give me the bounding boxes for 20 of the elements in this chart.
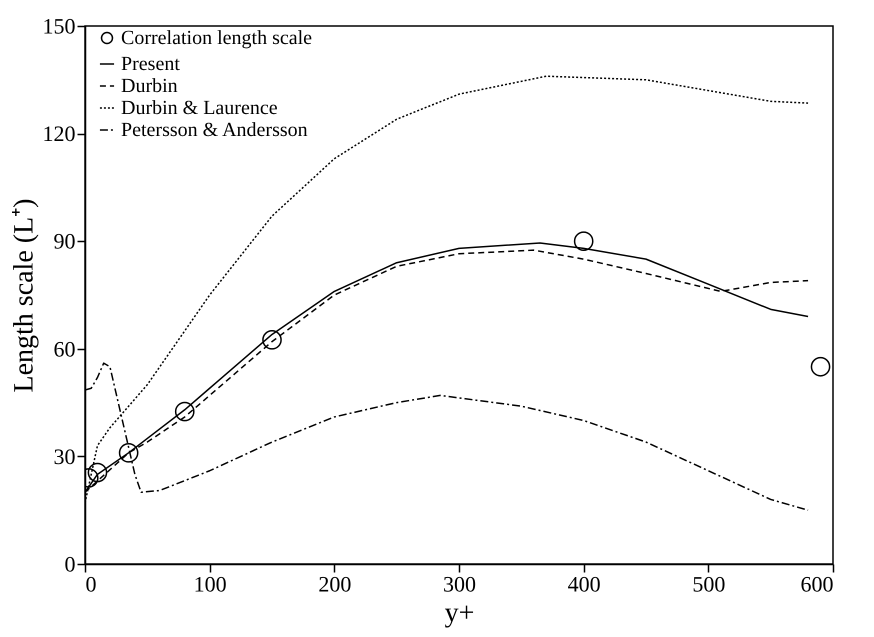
x-tick-label: 600: [800, 572, 834, 596]
y-tick-label: 30: [54, 444, 76, 469]
y-axis-title: Length scale (L⁺): [8, 198, 40, 393]
legend-label: Durbin & Laurence: [121, 97, 278, 119]
legend-label: Petersson & Andersson: [121, 119, 308, 141]
x-tick-label: 200: [318, 572, 352, 596]
legend-label: Durbin: [121, 75, 178, 97]
y-tick-label: 120: [42, 121, 76, 146]
x-tick-label: 400: [568, 572, 601, 596]
x-tick-label: 300: [443, 572, 476, 596]
y-tick-label: 150: [42, 14, 76, 38]
y-tick-label: 60: [54, 336, 76, 362]
y-tick-label: 0: [64, 552, 76, 576]
legend-label: Present: [121, 53, 180, 75]
y-tick-label: 90: [54, 228, 76, 254]
legend-label: Correlation length scale: [121, 27, 312, 49]
x-tick-label: 0: [86, 572, 96, 596]
x-axis-title: y+: [444, 598, 474, 628]
x-tick-label: 100: [194, 572, 227, 596]
x-tick-label: 500: [692, 572, 726, 596]
